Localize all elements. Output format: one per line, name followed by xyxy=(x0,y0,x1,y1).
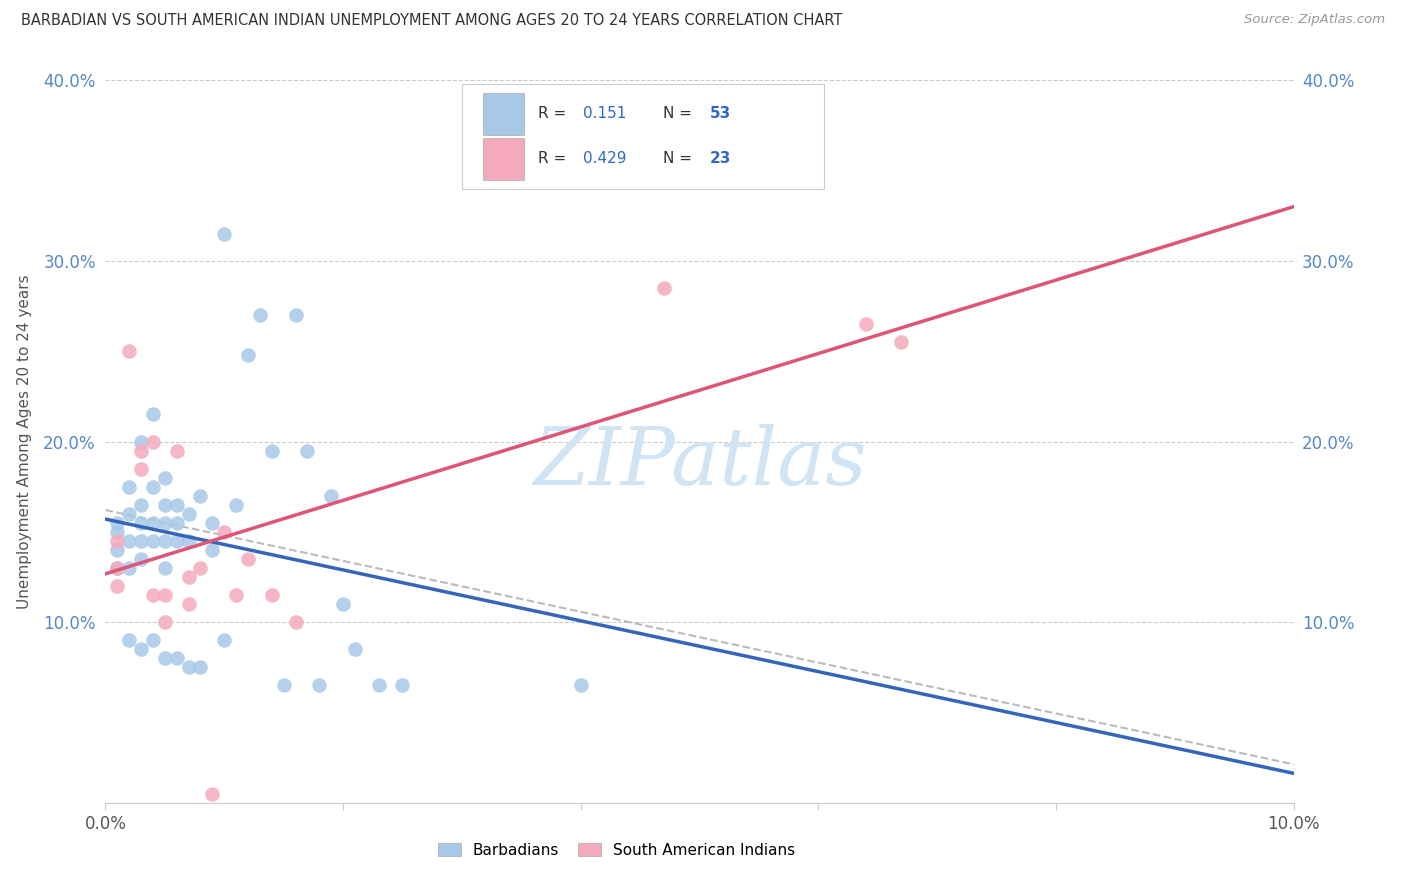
Point xyxy=(166,533,188,548)
Point xyxy=(142,516,165,530)
Point xyxy=(153,561,176,575)
Point xyxy=(142,588,165,602)
Point xyxy=(236,552,259,566)
Point xyxy=(129,461,152,475)
Point xyxy=(166,443,188,458)
Text: 23: 23 xyxy=(710,152,731,166)
Point xyxy=(129,498,152,512)
Point xyxy=(177,507,200,521)
Text: R =: R = xyxy=(538,106,571,121)
Point xyxy=(177,660,200,674)
Point xyxy=(129,533,152,548)
Point xyxy=(249,308,271,322)
Point xyxy=(260,588,283,602)
Point xyxy=(391,678,413,692)
FancyBboxPatch shape xyxy=(484,93,523,135)
Text: 0.429: 0.429 xyxy=(583,152,627,166)
Text: N =: N = xyxy=(662,152,696,166)
Point xyxy=(142,633,165,648)
Point xyxy=(118,533,141,548)
Text: 0.151: 0.151 xyxy=(583,106,627,121)
Point xyxy=(214,524,236,539)
Point xyxy=(214,633,236,648)
Point xyxy=(166,516,188,530)
Point xyxy=(177,533,200,548)
Point xyxy=(118,561,141,575)
Point xyxy=(142,408,165,422)
Point xyxy=(855,317,877,331)
Point xyxy=(105,579,128,593)
Point xyxy=(153,516,176,530)
Point xyxy=(105,524,128,539)
Point xyxy=(652,281,675,295)
Point xyxy=(260,443,283,458)
Point xyxy=(142,480,165,494)
Point xyxy=(343,642,366,657)
Point xyxy=(118,507,141,521)
Point xyxy=(332,597,354,611)
Point xyxy=(105,561,128,575)
Point xyxy=(321,489,343,503)
Point xyxy=(177,597,200,611)
Point xyxy=(153,615,176,630)
Point xyxy=(367,678,389,692)
FancyBboxPatch shape xyxy=(461,84,824,189)
Legend: Barbadians, South American Indians: Barbadians, South American Indians xyxy=(432,837,801,863)
Point xyxy=(284,615,307,630)
Point xyxy=(142,533,165,548)
Point xyxy=(153,498,176,512)
Point xyxy=(201,542,224,557)
Point xyxy=(153,533,176,548)
Point xyxy=(308,678,330,692)
Point xyxy=(225,588,247,602)
Point xyxy=(129,516,152,530)
Point xyxy=(201,516,224,530)
Point xyxy=(166,651,188,665)
Point xyxy=(105,516,128,530)
Point xyxy=(129,443,152,458)
Point xyxy=(214,227,236,241)
Point xyxy=(105,542,128,557)
Y-axis label: Unemployment Among Ages 20 to 24 years: Unemployment Among Ages 20 to 24 years xyxy=(17,274,32,609)
Point xyxy=(190,561,212,575)
FancyBboxPatch shape xyxy=(484,137,523,179)
Point xyxy=(142,434,165,449)
Point xyxy=(190,660,212,674)
Point xyxy=(297,443,319,458)
Point xyxy=(225,498,247,512)
Point xyxy=(129,642,152,657)
Text: Source: ZipAtlas.com: Source: ZipAtlas.com xyxy=(1244,13,1385,27)
Point xyxy=(153,651,176,665)
Point xyxy=(166,498,188,512)
Point xyxy=(153,588,176,602)
Point xyxy=(236,348,259,362)
Text: R =: R = xyxy=(538,152,571,166)
Point xyxy=(129,552,152,566)
Point xyxy=(129,434,152,449)
Point xyxy=(177,570,200,584)
Point xyxy=(284,308,307,322)
Text: N =: N = xyxy=(662,106,696,121)
Point xyxy=(105,561,128,575)
Point xyxy=(118,480,141,494)
Text: 53: 53 xyxy=(710,106,731,121)
Text: BARBADIAN VS SOUTH AMERICAN INDIAN UNEMPLOYMENT AMONG AGES 20 TO 24 YEARS CORREL: BARBADIAN VS SOUTH AMERICAN INDIAN UNEMP… xyxy=(21,13,842,29)
Point xyxy=(569,678,592,692)
Point xyxy=(153,471,176,485)
Point xyxy=(273,678,295,692)
Point xyxy=(201,787,224,801)
Point xyxy=(190,489,212,503)
Point xyxy=(105,533,128,548)
Point xyxy=(118,344,141,359)
Text: ZIPatlas: ZIPatlas xyxy=(533,425,866,502)
Point xyxy=(890,335,912,350)
Point xyxy=(118,633,141,648)
